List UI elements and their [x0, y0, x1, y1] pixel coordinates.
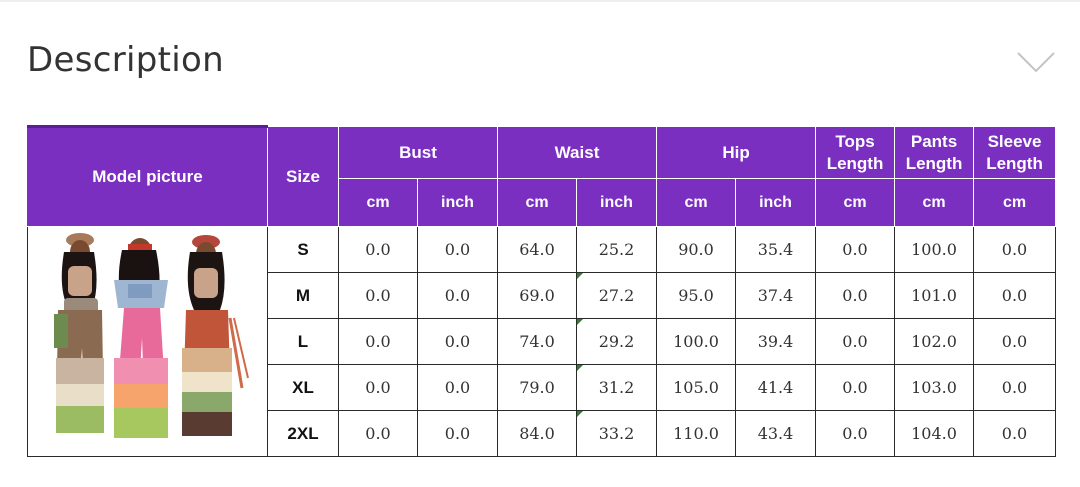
value-cell: 0.0 — [417, 226, 498, 273]
value-cell: 37.4 — [734, 272, 817, 319]
unit-header: cm — [656, 178, 736, 227]
value-cell: 0.0 — [973, 318, 1057, 365]
value-cell: 103.0 — [894, 364, 975, 411]
size-label: M — [267, 272, 339, 319]
unit-header: inch — [417, 178, 498, 227]
unit-header: cm — [497, 178, 577, 227]
model-picture-header: Model picture — [27, 125, 268, 227]
size-label: S — [267, 226, 339, 273]
value-cell: 69.0 — [497, 272, 577, 319]
top-divider — [0, 0, 1080, 2]
value-cell: 0.0 — [338, 318, 418, 365]
value-cell: 79.0 — [497, 364, 577, 411]
sleeve-length-header: Sleeve Length — [973, 126, 1057, 179]
table-row: M 0.0 0.0 69.0 27.2 95.0 37.4 0.0 101.0 … — [28, 272, 1057, 319]
size-label: 2XL — [267, 410, 339, 457]
value-cell: 0.0 — [338, 272, 418, 319]
value-cell: 84.0 — [497, 410, 577, 457]
value-cell: 29.2 — [576, 318, 657, 365]
unit-header: inch — [734, 178, 817, 227]
model-photo — [28, 227, 267, 456]
value-cell: 0.0 — [338, 410, 418, 457]
header-line: Sleeve — [987, 131, 1042, 151]
value-cell: 105.0 — [656, 364, 736, 411]
value-cell: 110.0 — [656, 410, 736, 457]
table-row: L 0.0 0.0 74.0 29.2 100.0 39.4 0.0 102.0… — [28, 318, 1057, 365]
value-cell: 33.2 — [576, 410, 657, 457]
unit-header: cm — [338, 178, 418, 227]
value-cell: 104.0 — [894, 410, 975, 457]
size-header: Size — [267, 126, 339, 227]
value-cell: 0.0 — [815, 410, 896, 457]
table-row: 2XL 0.0 0.0 84.0 33.2 110.0 43.4 0.0 104… — [28, 410, 1057, 457]
value-cell: 0.0 — [417, 272, 498, 319]
value-cell: 0.0 — [417, 364, 498, 411]
value-cell: 0.0 — [417, 318, 498, 365]
unit-header: cm — [973, 178, 1057, 227]
model-photo-cell — [27, 226, 268, 457]
value-cell: 0.0 — [338, 226, 418, 273]
value-cell: 0.0 — [815, 272, 896, 319]
unit-header: cm — [815, 178, 896, 227]
header-line: Length — [905, 153, 963, 173]
bust-header: Bust — [338, 126, 498, 179]
value-cell: 0.0 — [973, 272, 1057, 319]
value-cell: 100.0 — [656, 318, 736, 365]
unit-header: cm — [894, 178, 975, 227]
section-title: Description — [27, 40, 224, 80]
unit-header: inch — [576, 178, 657, 227]
value-cell: 39.4 — [734, 318, 817, 365]
hip-header: Hip — [655, 126, 817, 179]
value-cell: 35.4 — [734, 226, 817, 273]
value-cell: 102.0 — [894, 318, 975, 365]
value-cell: 25.2 — [576, 226, 657, 273]
value-cell: 0.0 — [973, 410, 1057, 457]
description-section-header[interactable]: Description — [0, 0, 1080, 120]
waist-header: Waist — [497, 126, 657, 179]
value-cell: 95.0 — [656, 272, 736, 319]
size-chart-table: Model picture Size Bust Waist Hip Tops L… — [27, 125, 1057, 457]
header-line: Tops — [835, 131, 875, 151]
value-cell: 0.0 — [973, 226, 1057, 273]
value-cell: 74.0 — [497, 318, 577, 365]
value-cell: 31.2 — [576, 364, 657, 411]
chevron-down-icon[interactable] — [1016, 50, 1056, 74]
value-cell: 0.0 — [815, 318, 896, 365]
value-cell: 64.0 — [497, 226, 577, 273]
value-cell: 43.4 — [734, 410, 817, 457]
value-cell: 41.4 — [734, 364, 817, 411]
header-line: Length — [826, 153, 884, 173]
value-cell: 100.0 — [894, 226, 975, 273]
pants-length-header: Pants Length — [894, 126, 975, 179]
table-row: S 0.0 0.0 64.0 25.2 90.0 35.4 0.0 100.0 … — [27, 226, 1057, 457]
value-cell: 0.0 — [973, 364, 1057, 411]
header-line: Length — [986, 153, 1043, 173]
model-photo-image — [28, 227, 267, 456]
value-cell: 0.0 — [338, 364, 418, 411]
header-line: Pants — [910, 131, 958, 151]
value-cell: 90.0 — [656, 226, 736, 273]
size-label: XL — [267, 364, 339, 411]
value-cell: 27.2 — [576, 272, 657, 319]
value-cell: 0.0 — [815, 226, 896, 273]
value-cell: 0.0 — [417, 410, 498, 457]
tops-length-header: Tops Length — [815, 126, 896, 179]
size-label: L — [267, 318, 339, 365]
value-cell: 0.0 — [815, 364, 896, 411]
value-cell: 101.0 — [894, 272, 975, 319]
